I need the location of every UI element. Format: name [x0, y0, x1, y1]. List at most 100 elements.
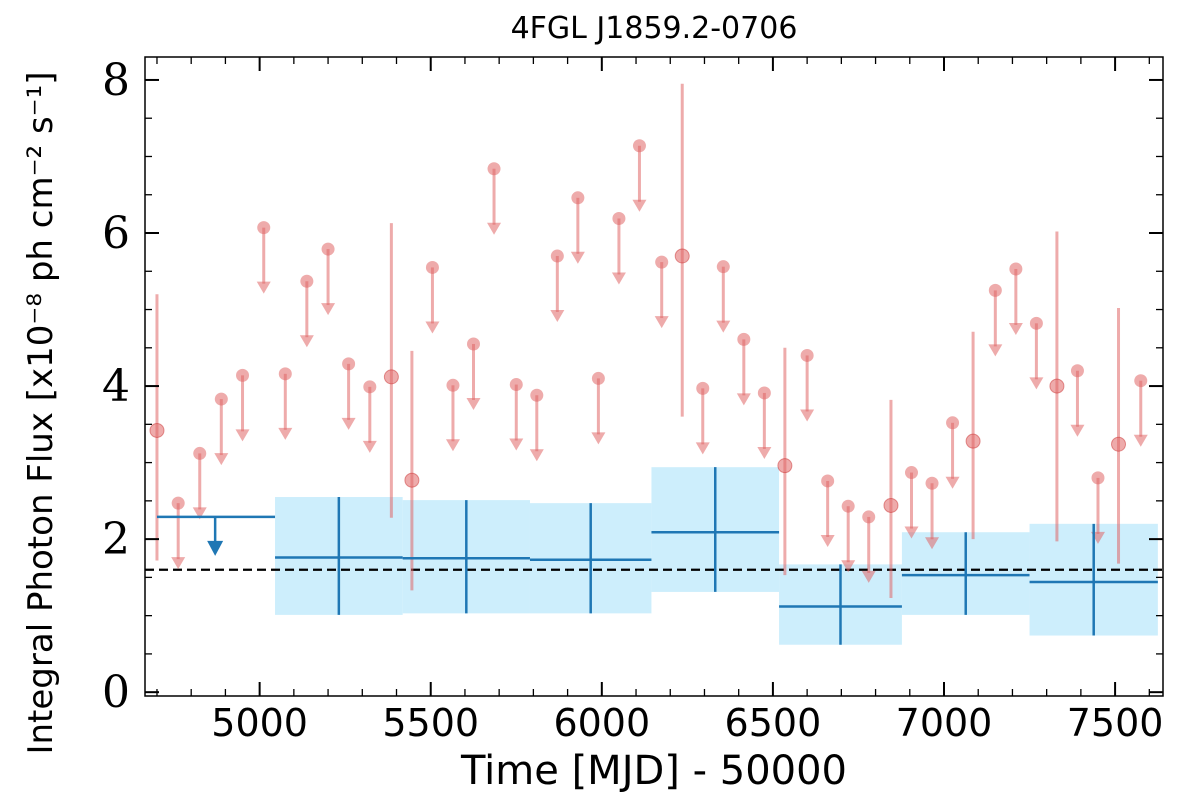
upper-limit-arrow-head — [487, 222, 502, 235]
fine-bin-point — [149, 422, 165, 438]
fine-bin-point — [1049, 378, 1065, 394]
upper-limit-arrow-head — [1070, 424, 1085, 437]
fine-bin-point — [777, 458, 793, 474]
upper-limit-point — [1009, 262, 1023, 276]
upper-limit-point — [988, 283, 1002, 297]
upper-limit-arrow-head — [235, 429, 250, 442]
upper-limit-arrow-head — [925, 537, 940, 550]
upper-limit-point — [862, 510, 876, 524]
fine-bin-point — [1111, 436, 1127, 452]
upper-limit-arrow-head — [214, 453, 229, 466]
x-axis-label: Time [MJD] - 50000 — [460, 748, 847, 794]
upper-limit-arrow-head — [299, 335, 314, 348]
upper-limit-arrow-head — [570, 251, 585, 264]
upper-limit-point — [1091, 471, 1105, 485]
upper-limit-point — [171, 496, 185, 510]
upper-limit-arrow-head — [904, 526, 919, 539]
upper-limit-arrow-head — [841, 560, 856, 573]
upper-limit-arrow-head — [1133, 434, 1148, 447]
upper-limit-point — [530, 388, 544, 402]
upper-limit-point — [1029, 316, 1043, 330]
upper-limit-point — [904, 466, 918, 480]
upper-limit-arrow-head — [1029, 377, 1044, 390]
upper-limit-arrow-head — [445, 439, 460, 452]
coarse-upper-limit-arrow-head — [207, 540, 224, 556]
upper-limit-point — [550, 249, 564, 263]
upper-limit-arrow-head — [278, 427, 293, 440]
upper-limit-arrow-head — [1008, 322, 1023, 335]
upper-limit-point — [193, 446, 207, 460]
fine-bin-point — [883, 497, 899, 513]
upper-limit-point — [509, 378, 523, 392]
upper-limit-arrow-head — [192, 507, 207, 520]
upper-limit-point — [696, 381, 710, 395]
upper-limit-point — [466, 337, 480, 351]
upper-limit-point — [236, 368, 250, 382]
upper-limit-arrow-head — [800, 409, 815, 422]
upper-limit-arrow-head — [321, 303, 336, 316]
upper-limit-arrow-head — [716, 320, 731, 333]
upper-limit-point — [591, 371, 605, 385]
upper-limit-arrow-head — [341, 417, 356, 430]
y-tick-label: 4 — [102, 361, 130, 412]
upper-limit-arrow-head — [425, 321, 440, 334]
fine-bin-point — [965, 433, 981, 449]
upper-limit-point — [257, 221, 271, 235]
plot-frame — [144, 56, 1164, 697]
upper-limit-arrow-head — [362, 440, 377, 453]
upper-limit-point — [214, 392, 228, 406]
upper-limit-arrow-head — [820, 534, 835, 547]
y-tick-label: 8 — [102, 55, 130, 106]
upper-limit-arrow-head — [632, 199, 647, 212]
fine-bin-point — [674, 248, 690, 264]
upper-limit-arrow-head — [550, 309, 565, 322]
upper-limit-arrow-head — [509, 438, 524, 451]
upper-limit-point — [571, 191, 585, 205]
upper-limit-point — [1134, 374, 1148, 388]
upper-limit-point — [800, 348, 814, 362]
fine-bin-point — [383, 369, 399, 385]
upper-limit-arrow-head — [529, 449, 544, 462]
upper-limit-arrow-head — [256, 281, 271, 294]
upper-limit-point — [363, 380, 377, 394]
upper-limit-point — [716, 260, 730, 274]
upper-limit-point — [425, 260, 439, 274]
x-tick-label: 7500 — [1067, 701, 1164, 745]
plot-area: 5000 5500 6000 6500 7000 7500 0 2 4 6 8 — [102, 55, 1164, 745]
upper-limit-point — [737, 332, 751, 346]
upper-limit-arrow-head — [466, 397, 481, 410]
upper-limit-point — [487, 162, 501, 176]
upper-limit-point — [757, 386, 771, 400]
chart-title: 4FGL J1859.2-0706 — [511, 11, 798, 46]
upper-limit-arrow-head — [591, 432, 606, 445]
fine-bin-point — [404, 472, 420, 488]
upper-limit-point — [1070, 364, 1084, 378]
upper-limit-arrow-head — [861, 570, 876, 583]
upper-limit-point — [612, 211, 626, 225]
x-tick-label: 5000 — [211, 701, 308, 745]
upper-limit-point — [342, 357, 356, 371]
upper-limit-arrow-head — [945, 476, 960, 489]
x-tick-label: 5500 — [382, 701, 479, 745]
upper-limit-point — [632, 139, 646, 153]
upper-limit-point — [278, 367, 292, 381]
upper-limit-point — [446, 378, 460, 392]
x-tick-label: 6500 — [725, 701, 822, 745]
upper-limit-arrow-head — [171, 557, 186, 570]
x-tick-label: 7000 — [896, 701, 993, 745]
upper-limit-point — [300, 274, 314, 288]
y-tick-label: 2 — [102, 514, 130, 565]
upper-limit-arrow-head — [988, 344, 1003, 357]
y-tick-label: 6 — [102, 208, 130, 259]
upper-limit-arrow-head — [611, 272, 626, 285]
upper-limit-point — [821, 474, 835, 488]
upper-limit-point — [321, 242, 335, 256]
upper-limit-arrow-head — [695, 442, 710, 455]
upper-limit-arrow-head — [654, 316, 669, 329]
y-axis-label: Integral Photon Flux [x10⁻⁸ ph cm⁻² s⁻¹] — [21, 71, 61, 754]
upper-limit-arrow-head — [736, 393, 751, 406]
upper-limit-point — [946, 416, 960, 430]
upper-limit-point — [925, 476, 939, 490]
x-tick-label: 6000 — [553, 701, 650, 745]
